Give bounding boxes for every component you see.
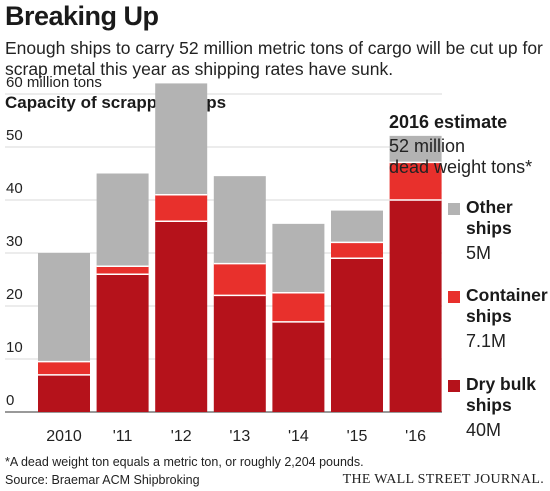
legend-label-container-line1: Container xyxy=(466,285,548,305)
x-tick-label: '16 xyxy=(405,428,426,445)
legend-label-drybulk-line1: Dry bulk xyxy=(466,374,537,394)
bar-segment xyxy=(38,374,90,412)
estimate-heading: 2016 estimate xyxy=(389,112,508,132)
bar-segment xyxy=(213,176,266,264)
estimate-unit: dead weight tons* xyxy=(389,157,533,177)
bar-segment xyxy=(38,361,90,375)
bar-segment xyxy=(389,135,442,163)
legend-label-container: Container ships xyxy=(466,285,548,327)
bar-segment xyxy=(96,266,149,275)
y-tick-label: 40 xyxy=(6,180,23,197)
estimate-value: 52 million xyxy=(389,136,466,156)
bar-segment xyxy=(389,200,442,412)
bar-segment xyxy=(213,263,266,296)
legend-label-other: Other ships xyxy=(466,197,513,239)
bar-segment xyxy=(96,173,149,267)
x-tick-label: '14 xyxy=(288,428,309,445)
legend-label-drybulk: Dry bulk ships xyxy=(466,374,536,416)
legend-value-container: 7.1M xyxy=(466,331,507,351)
chart-subtitle: Enough ships to carry 52 million metric … xyxy=(5,38,543,79)
bar-segment xyxy=(331,242,383,259)
x-tick-label: '12 xyxy=(171,428,192,445)
legend-label-drybulk-line2: ships xyxy=(466,395,512,415)
bar-segment xyxy=(155,83,208,195)
bar-segment xyxy=(331,210,383,243)
y-tick-label: 10 xyxy=(6,339,23,356)
y-tick-label: 0 xyxy=(6,392,14,409)
bar-segment xyxy=(155,221,208,412)
publisher-logo: THE WALL STREET JOURNAL. xyxy=(342,472,544,487)
x-tick-label: 2010 xyxy=(46,428,82,445)
legend-swatch-other xyxy=(448,203,460,215)
x-tick-label: '15 xyxy=(347,428,368,445)
y-tick-label: 60 million tons xyxy=(6,74,102,91)
bar-segment xyxy=(272,321,325,412)
legend-label-container-line2: ships xyxy=(466,306,512,326)
x-tick-label: '11 xyxy=(113,428,133,445)
legend-value-other: 5M xyxy=(466,243,492,263)
x-tick-label: '13 xyxy=(229,428,250,445)
bar-segment xyxy=(389,162,442,200)
legend-label-other-line1: Other xyxy=(466,197,513,217)
bar-segment xyxy=(272,292,325,322)
footnote: *A dead weight ton equals a metric ton, … xyxy=(5,455,364,469)
legend-swatch-container xyxy=(448,291,460,303)
bar-segment xyxy=(331,258,383,412)
legend-value-drybulk: 40M xyxy=(466,420,502,440)
legend-label-other-line2: ships xyxy=(466,218,512,238)
legend-swatch-drybulk xyxy=(448,380,460,392)
bar-segment xyxy=(272,223,325,293)
bar-segment xyxy=(96,274,149,412)
y-tick-label: 30 xyxy=(6,233,23,250)
bar-segment xyxy=(38,253,90,362)
chart-title: Breaking Up xyxy=(5,1,159,31)
y-tick-label: 50 xyxy=(6,127,23,144)
bar-segment xyxy=(213,295,266,412)
source-note: Source: Braemar ACM Shipbroking xyxy=(5,473,200,487)
y-tick-label: 20 xyxy=(6,286,23,303)
bar-segment xyxy=(155,194,208,222)
